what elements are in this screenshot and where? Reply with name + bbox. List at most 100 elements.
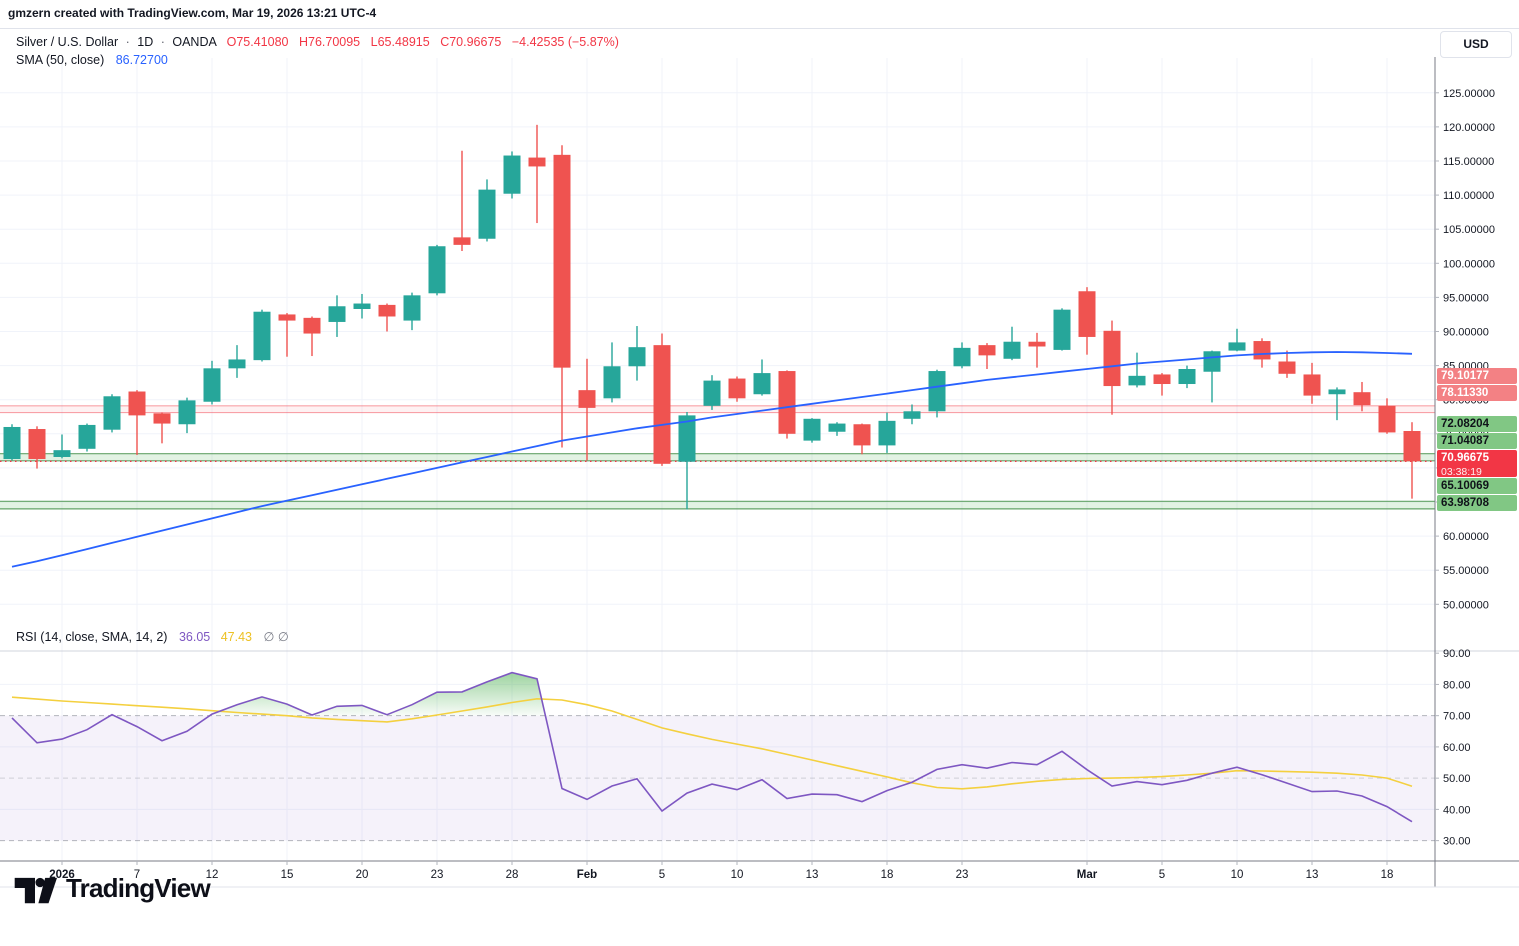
candle-body [828,423,846,432]
symbol-name: Silver / U.S. Dollar [16,35,119,49]
price-tick-label: 105.00000 [1443,224,1495,236]
price-zone [0,453,1435,461]
candlestick-series [3,124,1421,510]
time-tick-label: 28 [506,869,519,881]
time-tick-label: 13 [1306,869,1319,881]
candle-body [253,311,271,361]
time-tick-label: 23 [956,869,969,881]
price-zone [0,501,1435,509]
price-tick-label: 55.00000 [1443,565,1489,577]
time-axis[interactable]: 2026 7 12 15 20 23 28 Feb 5 10 13 18 23 Mar 5 10 13 18 [49,861,1393,881]
rsi-line [11,671,1413,823]
time-tick-label: 20 [356,869,369,881]
chart-frame: 125.00000 120.00000 115.00000 110.00000 105.… [0,28,1519,888]
candle-body [1278,361,1296,374]
candle-body [1353,392,1371,406]
rsi-tick-label: 50.00 [1443,773,1471,785]
time-tick-label: 5 [659,869,665,881]
price-tick-label: 125.00000 [1443,88,1495,100]
candle-body [1053,309,1071,350]
candle-body [28,429,46,460]
candle-body [978,345,996,356]
tradingview-logo-icon [14,877,57,904]
rsi-tick-label: 70.00 [1443,711,1471,723]
candle-body [853,424,871,446]
candle-body [578,390,596,408]
candle-body [1003,341,1021,359]
candle-body [403,295,421,321]
price-zones [0,405,1435,510]
rsi-tick-label: 90.00 [1443,648,1471,660]
rsi-legend[interactable]: RSI (14, close, SMA, 14, 2) 36.05 47.43 … [16,629,289,644]
candle-body [653,345,671,464]
candle-body [428,246,446,294]
candle-body [903,411,921,419]
sma-line [11,351,1413,568]
rsi-ma-value: 47.43 [220,630,252,644]
bar-countdown: 03:38:19 [1441,466,1482,479]
change-value: −4.42535 (−5.87%) [511,35,619,49]
candle-body [503,155,521,194]
time-tick-label: 7 [134,869,140,881]
candle-body [1178,369,1196,385]
candle-body [1303,374,1321,396]
candle-body [1253,341,1271,360]
candle-body [303,317,321,334]
time-tick-label: 18 [1381,869,1394,881]
candle-body [1378,405,1396,433]
sma-legend[interactable]: SMA (50, close) 86.72700 [16,53,168,67]
symbol-interval[interactable]: 1D [137,35,154,49]
gridlines [0,58,1435,860]
candle-body [78,424,96,449]
candle-body [528,157,546,167]
rsi-tick-label: 30.00 [1443,836,1471,848]
candle-body [278,314,296,321]
rsi-empty-flags: ∅ ∅ [263,630,289,644]
time-tick-label: 23 [431,869,444,881]
candle-body [1203,351,1221,372]
chart-canvas[interactable]: 125.00000 120.00000 115.00000 110.00000 105.… [0,29,1519,946]
current-price-chip: 70.96675 03:38:19 [1437,450,1517,479]
candle-body [203,368,221,402]
price-zone [0,405,1435,413]
tradingview-logo-text: TradingView [66,872,211,903]
price-level-chip: 71.04087 [1437,433,1517,450]
currency-toggle-button[interactable]: USD [1440,31,1512,58]
candle-body [728,378,746,399]
ohlc-low: L65.48915 [370,35,430,49]
price-level-chip: 65.10069 [1437,478,1517,495]
price-tick-label: 115.00000 [1443,156,1494,168]
sma-value: 86.72700 [115,53,168,67]
price-level-chip: 78.11330 [1437,385,1517,402]
time-tick-label: Mar [1077,869,1098,881]
legend-separator: · [125,35,130,49]
candle-body [178,400,196,425]
candle-body [1028,341,1046,347]
symbol-legend[interactable]: Silver / U.S. Dollar · 1D · OANDA O75.41… [16,35,619,49]
candle-body [753,373,771,395]
time-tick-label: Feb [577,869,597,881]
candle-body [953,347,971,367]
candle-body [553,154,571,368]
candle-body [803,418,821,441]
candle-body [928,371,946,412]
candle-body [1328,389,1346,395]
candle-body [1153,374,1171,385]
price-tick-label: 95.00000 [1443,292,1489,304]
rsi-tick-label: 80.00 [1443,679,1471,691]
candle-body [378,304,396,317]
ohlc-open: O75.41080 [226,35,289,49]
price-tick-label: 50.00000 [1443,599,1489,611]
price-tick-label: 110.00000 [1443,190,1494,202]
candle-body [678,415,696,462]
tradingview-logo[interactable]: TradingView [13,871,211,905]
candle-body [1078,291,1096,337]
attribution-text: gmzern created with TradingView.com, Mar… [8,6,377,20]
time-tick-label: 15 [281,869,294,881]
candle-body [778,371,796,434]
time-tick-label: 5 [1159,869,1165,881]
rsi-label: RSI (14, close, SMA, 14, 2) [16,630,168,644]
rsi-tick-label: 40.00 [1443,804,1471,816]
time-tick-label: 10 [731,869,744,881]
price-tick-label: 90.00000 [1443,326,1489,338]
